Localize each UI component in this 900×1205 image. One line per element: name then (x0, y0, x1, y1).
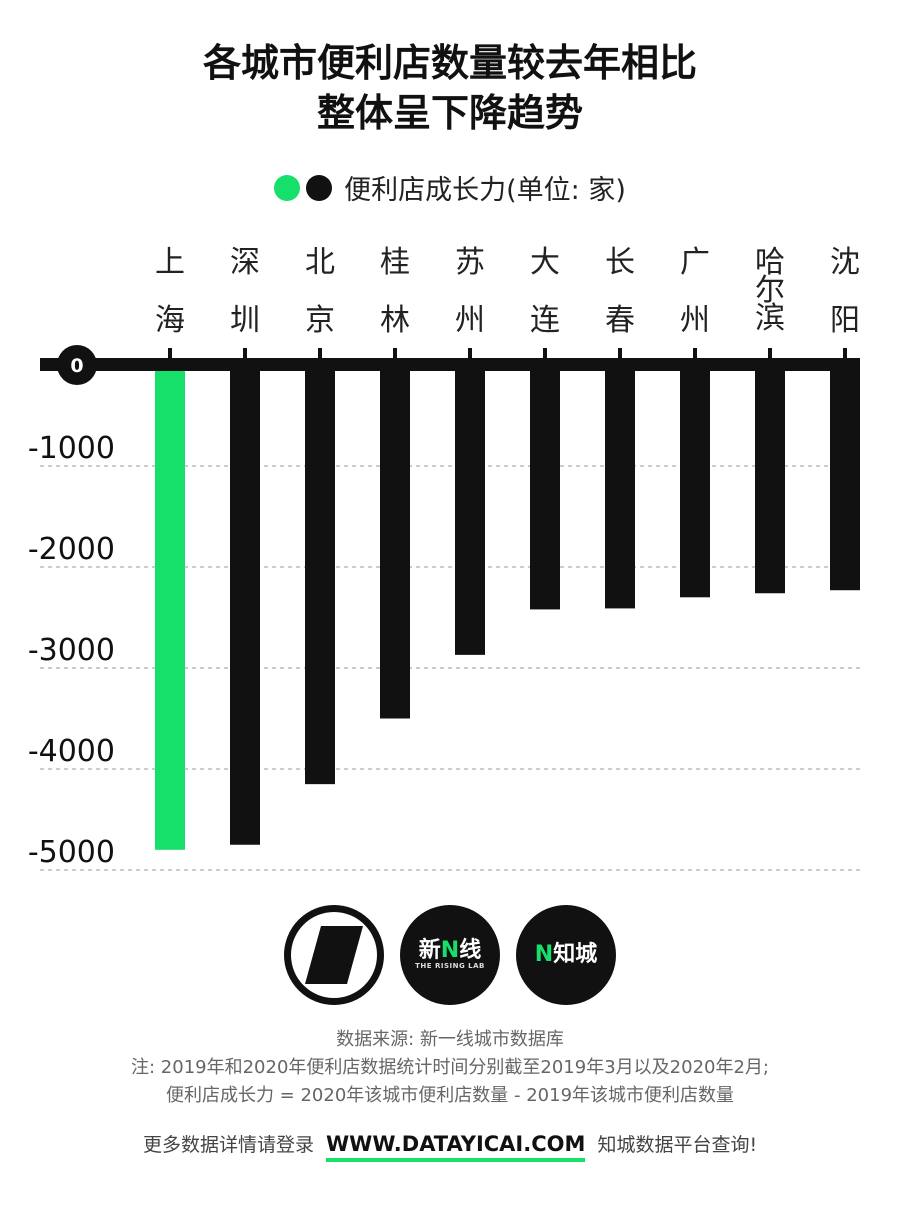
zero-axis (40, 358, 860, 371)
legend: 便利店成长力(单位: 家) (0, 168, 900, 207)
y-tick-label-zero: 0 (70, 355, 83, 377)
x-tick (843, 348, 847, 360)
footer-prefix: 更多数据详情请登录 (142, 1134, 314, 1156)
data-source: 数据来源: 新一线城市数据库 (336, 1029, 564, 1050)
rising-lab-subtitle: THE RISING LAB (415, 961, 485, 970)
x-tick (768, 348, 772, 360)
x-tick (318, 348, 322, 360)
note-line1: 注: 2019年和2020年便利店数据统计时间分别截至2019年3月以及2020… (131, 1057, 769, 1078)
y-tick-label: -4000 (28, 734, 115, 769)
bar-广州 (680, 365, 710, 598)
bar-桂林 (380, 365, 410, 719)
chart-title-line2: 整体呈下降趋势 (316, 91, 583, 135)
rising-lab-accent: N (440, 937, 460, 963)
zero-badge (57, 345, 97, 385)
bar-沈阳 (830, 365, 860, 591)
bar-长春 (605, 365, 635, 609)
category-label: 上海 (155, 245, 185, 338)
notes: 数据来源: 新一线城市数据库 注: 2019年和2020年便利店数据统计时间分别… (0, 1026, 900, 1110)
footer-suffix: 知城数据平台查询! (597, 1134, 758, 1156)
legend-label: 便利店成长力(单位: 家) (344, 175, 626, 206)
legend-green-dot (274, 174, 301, 201)
x-tick (243, 348, 247, 360)
x-tick (693, 348, 697, 360)
footer-url-link[interactable]: WWW.DATAYICAI.COM (326, 1132, 586, 1162)
bar-哈尔滨 (755, 365, 785, 594)
y-tick-label: -3000 (28, 633, 115, 668)
rising-lab-tail: 线 (459, 937, 482, 963)
logo-row: 新N线 THE RISING LAB N知城 (0, 905, 900, 1005)
legend-black-dot (306, 174, 333, 201)
x-tick (468, 348, 472, 360)
x-tick (168, 348, 172, 360)
bar-上海 (155, 365, 185, 850)
category-label: 桂林 (380, 245, 410, 338)
bar-北京 (305, 365, 335, 785)
diamond-icon (305, 926, 363, 984)
category-label: 北京 (305, 245, 335, 338)
chart-title-line1: 各城市便利店数量较去年相比 (202, 41, 697, 85)
category-label: 沈阳 (830, 245, 860, 338)
category-label: 广州 (680, 245, 710, 338)
yicai-logo (284, 905, 384, 1005)
category-label: 苏州 (455, 245, 485, 338)
rising-lab-main: 新 (418, 937, 441, 963)
zhicheng-logo: N知城 (516, 905, 616, 1005)
category-label: 大连 (530, 245, 560, 338)
y-tick-label: -1000 (28, 431, 115, 466)
note-line2: 便利店成长力 = 2020年该城市便利店数量 - 2019年该城市便利店数量 (165, 1085, 735, 1106)
chart-title: 各城市便利店数量较去年相比 整体呈下降趋势 (0, 38, 900, 138)
bar-大连 (530, 365, 560, 610)
zhicheng-accent: N (534, 942, 554, 967)
x-tick (618, 348, 622, 360)
footer: 更多数据详情请登录 WWW.DATAYICAI.COM 知城数据平台查询! (0, 1130, 900, 1162)
x-tick (393, 348, 397, 360)
category-label: 哈尔滨 (755, 245, 785, 336)
rising-lab-logo: 新N线 THE RISING LAB (400, 905, 500, 1005)
y-tick-label: -2000 (28, 532, 115, 567)
bar-深圳 (230, 365, 260, 845)
x-tick (543, 348, 547, 360)
category-label: 长春 (605, 245, 635, 338)
bar-chart: -1000 -2000 -3000 -4000 -5000 0 上海深圳北京桂林苏州大连长春… (28, 245, 860, 871)
y-tick-label: -5000 (28, 835, 115, 870)
bar-苏州 (455, 365, 485, 655)
zhicheng-main: 知城 (553, 942, 598, 967)
category-label: 深圳 (230, 245, 260, 338)
